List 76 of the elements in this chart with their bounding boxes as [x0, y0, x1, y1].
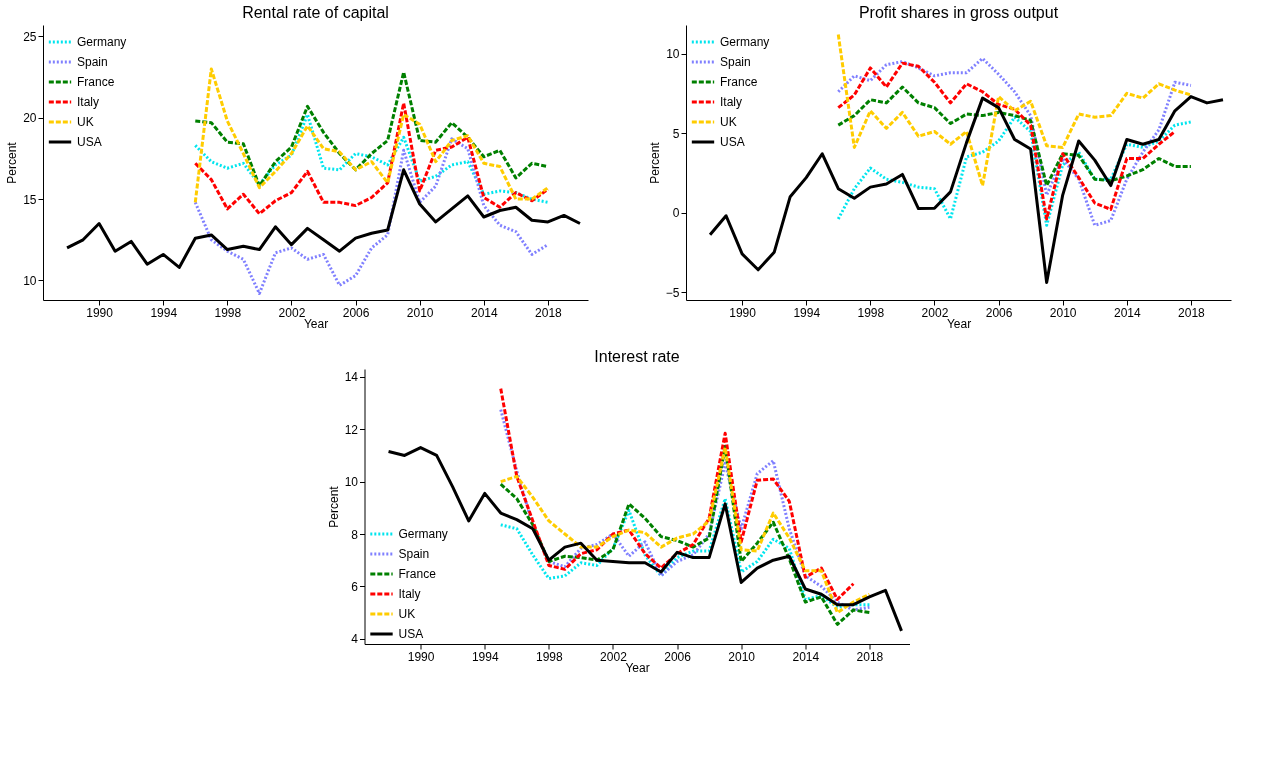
- x-tick-label: 2006: [342, 305, 370, 320]
- y-tick-label: 5: [672, 126, 680, 141]
- legend-label: UK: [398, 607, 416, 621]
- x-axis-title: Year: [303, 316, 329, 331]
- line-series: [499, 408, 871, 612]
- legend-label: Germany: [77, 35, 127, 49]
- chart-title: Rental rate of capital: [242, 4, 389, 21]
- x-tick-label: 2014: [1113, 305, 1141, 320]
- chart-title: Profit shares in gross output: [858, 4, 1059, 21]
- y-axis-title: Percent: [647, 141, 662, 184]
- line-series: [499, 387, 855, 601]
- line-series: [499, 497, 871, 609]
- y-tick-label: 8: [351, 527, 359, 542]
- x-tick-label: 1994: [150, 305, 178, 320]
- legend-label: UK: [77, 115, 94, 129]
- line-series: [193, 101, 550, 216]
- line-series: [65, 168, 582, 269]
- y-tick-label: 12: [344, 422, 359, 437]
- line-series: [836, 85, 1193, 188]
- legend-label: Spain: [720, 55, 751, 69]
- y-tick-label: 10: [23, 273, 37, 288]
- y-tick-label: 25: [23, 29, 37, 44]
- x-tick-label: 2002: [921, 305, 949, 320]
- legend-label: Germany: [398, 527, 448, 541]
- x-tick-label: 2006: [664, 649, 692, 664]
- chart-title: Interest rate: [594, 348, 680, 365]
- legend-label: France: [720, 75, 758, 89]
- x-tick-label: 1994: [471, 649, 499, 664]
- x-tick-label: 1998: [535, 649, 564, 664]
- legend-label: Italy: [720, 95, 743, 109]
- x-tick-label: 1990: [86, 305, 114, 320]
- x-tick-label: 1998: [857, 305, 885, 320]
- x-tick-label: 2018: [1178, 305, 1206, 320]
- x-tick-label: 2010: [728, 649, 756, 664]
- legend-label: Germany: [720, 35, 770, 49]
- legend-label: USA: [720, 135, 745, 149]
- x-tick-label: 2010: [1049, 305, 1077, 320]
- x-tick-label: 2014: [792, 649, 820, 664]
- legend-label: Spain: [398, 547, 430, 561]
- x-tick-label: 1994: [793, 305, 821, 320]
- legend-label: USA: [77, 135, 102, 149]
- legend-label: Italy: [398, 587, 421, 601]
- legend-label: Italy: [77, 95, 100, 109]
- x-tick-label: 2018: [856, 649, 884, 664]
- y-tick-label: 0: [672, 206, 680, 221]
- legend-label: UK: [720, 115, 737, 129]
- line-series: [836, 33, 1193, 188]
- x-axis-title: Year: [625, 660, 650, 675]
- legend-label: USA: [398, 627, 424, 641]
- x-tick-label: 2014: [470, 305, 498, 320]
- y-tick-label: 14: [344, 370, 359, 385]
- y-tick-label: 20: [23, 111, 37, 126]
- line-series: [193, 137, 550, 295]
- x-tick-label: 2018: [535, 305, 563, 320]
- line-series: [708, 95, 1225, 285]
- legend-label: France: [398, 567, 437, 581]
- y-tick-label: 6: [351, 579, 359, 594]
- x-tick-label: 1998: [214, 305, 242, 320]
- x-tick-label: 2010: [406, 305, 434, 320]
- x-axis-title: Year: [946, 316, 972, 331]
- legend-label: Spain: [77, 55, 108, 69]
- y-tick-label: −5: [665, 285, 680, 300]
- x-tick-label: 2002: [278, 305, 306, 320]
- legend-label: France: [77, 75, 115, 89]
- x-tick-label: 2006: [985, 305, 1013, 320]
- y-tick-label: 10: [666, 47, 680, 62]
- x-tick-label: 1990: [407, 649, 435, 664]
- line-series: [836, 115, 1193, 227]
- line-series: [193, 113, 550, 204]
- y-tick-label: 4: [351, 632, 359, 647]
- y-tick-label: 10: [344, 475, 359, 490]
- y-axis-title: Percent: [326, 485, 341, 528]
- y-axis-title: Percent: [5, 141, 20, 184]
- y-tick-label: 15: [23, 192, 37, 207]
- x-tick-label: 1990: [729, 305, 757, 320]
- x-tick-label: 2002: [600, 649, 628, 664]
